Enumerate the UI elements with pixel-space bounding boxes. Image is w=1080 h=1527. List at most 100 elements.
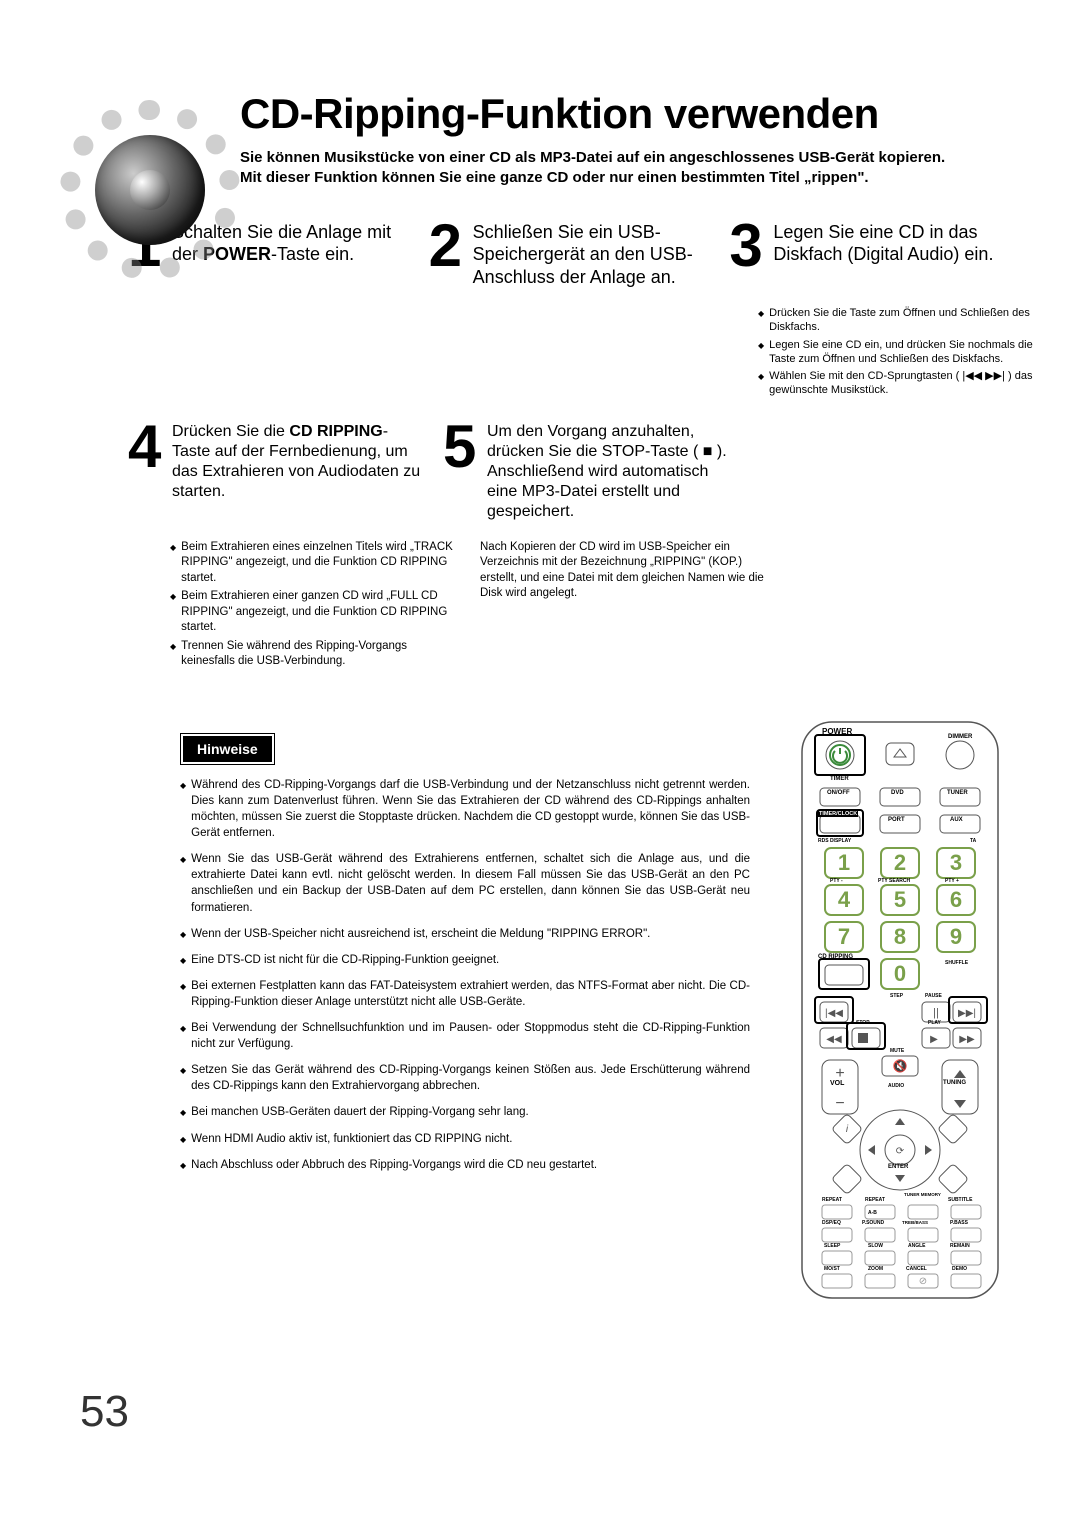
label-remain: REMAIN (950, 1243, 970, 1249)
label-tuning: TUNING (943, 1080, 966, 1086)
label-shuffle: SHUFFLE (945, 960, 968, 966)
hinweis-item: Setzen Sie das Gerät während des CD-Ripp… (180, 1062, 750, 1094)
svg-text:3: 3 (950, 850, 962, 875)
step5-paragraph: Nach Kopieren der CD wird im USB-Speiche… (480, 540, 770, 673)
bullet: Wählen Sie mit den CD-Sprungtasten ( |◀◀… (758, 369, 1038, 398)
step-5: 5 Um den Vorgang anzuhalten, drücken Sie… (443, 420, 738, 522)
label-tuner: TUNER (947, 790, 968, 796)
label-dvd: DVD (891, 790, 904, 796)
svg-text:6: 6 (950, 887, 962, 912)
label-repeat: REPEAT (822, 1197, 842, 1203)
svg-text:⊘: ⊘ (919, 1276, 927, 1287)
label-slow: SLOW (868, 1243, 883, 1249)
hinweise-section: Hinweise Während des CD-Ripping-Vorgangs… (180, 733, 750, 1173)
label-trebbass: TREB/BASS (902, 1220, 928, 1225)
label-tunermem: TUNER MEMORY (904, 1193, 941, 1198)
label-most: MO/ST (824, 1266, 840, 1272)
step-number: 4 (128, 420, 168, 474)
svg-text:||: || (933, 1007, 939, 1019)
label-port: PORT (888, 817, 905, 823)
callout-cdripping (818, 958, 870, 990)
hinweise-label-box: Hinweise (180, 733, 275, 765)
label-pty-plus: PTY + (945, 878, 959, 884)
label-stop: STOP (856, 1020, 870, 1026)
hinweis-item: Bei manchen USB-Geräten dauert der Rippi… (180, 1104, 750, 1120)
step-number: 3 (729, 219, 769, 273)
label-pty-minus: PTY - (830, 878, 843, 884)
remote-control-illustration: 123 456 789 0 |◀◀ || ▶▶| ◀◀ ▶ ▶▶ 🔇 + − ⟳… (800, 720, 1000, 1300)
svg-text:🔇: 🔇 (893, 1059, 908, 1073)
label-audio: AUDIO (888, 1083, 904, 1089)
label-psound: P.SOUND (862, 1220, 884, 1226)
label-step: STEP (890, 993, 903, 999)
step-number: 2 (429, 219, 469, 273)
svg-text:⟳: ⟳ (896, 1146, 905, 1157)
callout-stop (846, 1022, 886, 1050)
bullet: Beim Extrahieren einer ganzen CD wird „F… (170, 589, 460, 636)
step-text: Um den Vorgang anzuhalten, drücken Sie d… (487, 420, 738, 522)
label-zoom: ZOOM (868, 1266, 883, 1272)
step3-bullets: Drücken Sie die Taste zum Öffnen und Sch… (758, 306, 1038, 398)
svg-text:4: 4 (838, 887, 851, 912)
callout-skip-back (814, 996, 854, 1024)
hinweis-item: Wenn Sie das USB-Gerät während des Extra… (180, 851, 750, 915)
step-text: Legen Sie eine CD in das Diskfach (Digit… (773, 219, 1010, 266)
bullet: Trennen Sie während des Ripping-Vorgangs… (170, 639, 460, 670)
svg-text:0: 0 (894, 961, 906, 986)
steps-row-1: 1 Schalten Sie die Anlage mit der POWER-… (128, 219, 1010, 289)
label-dimmer: DIMMER (948, 734, 972, 740)
svg-text:1: 1 (838, 850, 850, 875)
label-timer: TIMER (830, 776, 849, 782)
step-3: 3 Legen Sie eine CD in das Diskfach (Dig… (729, 219, 1010, 289)
step-2: 2 Schließen Sie ein USB-Speichergerät an… (429, 219, 710, 289)
hinweis-item: Während des CD-Ripping-Vorgangs darf die… (180, 777, 750, 841)
label-pause: PAUSE (925, 993, 942, 999)
label-repeat-ab: REPEAT (865, 1197, 885, 1203)
label-ta: TA (970, 838, 976, 844)
step-4: 4 Drücken Sie die CD RIPPING-Taste auf d… (128, 420, 423, 522)
callout-power (814, 734, 866, 776)
bullet: Legen Sie eine CD ein, und drücken Sie n… (758, 338, 1038, 367)
callout-skip-fwd (948, 996, 988, 1024)
svg-text:▶▶: ▶▶ (959, 1034, 975, 1045)
svg-text:−: − (835, 1095, 844, 1112)
svg-text:▶: ▶ (930, 1034, 938, 1045)
hinweis-item: Nach Abschluss oder Abbruch des Ripping-… (180, 1157, 750, 1173)
label-ab: A-B (868, 1210, 877, 1216)
steps-row-2: 4 Drücken Sie die CD RIPPING-Taste auf d… (128, 420, 1010, 522)
label-onoff: ON/OFF (827, 790, 850, 796)
svg-text:2: 2 (894, 850, 906, 875)
speaker-decoration (70, 110, 230, 270)
hinweise-list: Während des CD-Ripping-Vorgangs darf die… (180, 777, 750, 1173)
step-text: Drücken Sie die CD RIPPING-Taste auf der… (172, 420, 423, 502)
label-cdripping: CD RIPPING (818, 954, 853, 960)
bullet: Beim Extrahieren eines einzelnen Titels … (170, 540, 460, 587)
hinweis-item: Eine DTS-CD ist nicht für die CD-Ripping… (180, 952, 750, 968)
label-play: PLAY (928, 1020, 941, 1026)
page-title: CD-Ripping-Funktion verwenden (240, 90, 1010, 138)
steps-sub-row: Beim Extrahieren eines einzelnen Titels … (170, 540, 1010, 673)
step-text: Schließen Sie ein USB-Speichergerät an d… (473, 219, 710, 289)
label-timerclock: TIMER/CLOCK (818, 811, 858, 817)
label-cancel: CANCEL (906, 1266, 927, 1272)
svg-text:◀◀: ◀◀ (826, 1034, 842, 1045)
hinweis-item: Wenn der USB-Speicher nicht ausreichend … (180, 926, 750, 942)
page-number: 53 (80, 1387, 129, 1437)
label-aux: AUX (950, 817, 963, 823)
hinweis-item: Bei externen Festplatten kann das FAT-Da… (180, 978, 750, 1010)
label-pbass: P.BASS (950, 1220, 968, 1226)
bullet: Drücken Sie die Taste zum Öffnen und Sch… (758, 306, 1038, 335)
label-enter: ENTER (888, 1164, 908, 1170)
label-subtitle: SUBTITLE (948, 1197, 972, 1203)
svg-text:5: 5 (894, 887, 906, 912)
svg-text:8: 8 (894, 924, 906, 949)
label-dspeq: DSP/EQ (822, 1220, 841, 1226)
svg-text:7: 7 (838, 924, 850, 949)
label-angle: ANGLE (908, 1243, 926, 1249)
label-sleep: SLEEP (824, 1243, 840, 1249)
label-pty-search: PTY SEARCH (878, 878, 910, 884)
label-mute: MUTE (890, 1048, 904, 1054)
label-rds: RDS DISPLAY (818, 838, 851, 844)
svg-text:9: 9 (950, 924, 962, 949)
page-subtitle: Sie können Musikstücke von einer CD als … (240, 148, 960, 189)
